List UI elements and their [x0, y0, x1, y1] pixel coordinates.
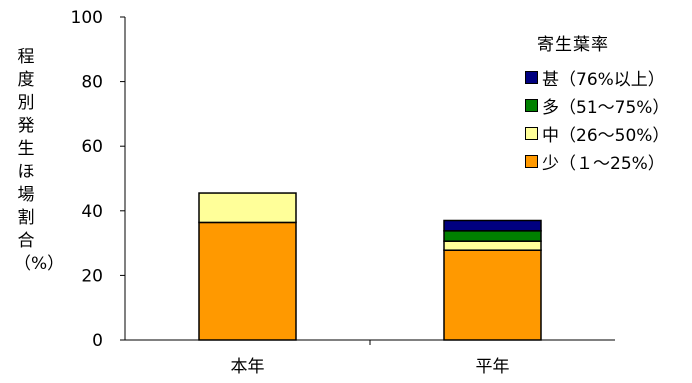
x-tick-label: 平年	[476, 357, 510, 377]
y-axis-label-char: ほ	[17, 162, 35, 182]
bar-segment	[443, 240, 542, 251]
legend-swatch	[525, 70, 538, 84]
legend-label: 少（１～25%）	[542, 153, 665, 174]
y-tick-label: 20	[81, 266, 103, 286]
legend-item: 中（26～50%）	[525, 119, 669, 147]
legend-label: 中（26～50%）	[542, 125, 670, 146]
y-tick-label: 0	[92, 331, 103, 351]
y-axis-label: 程度別発生ほ場割合 （%）	[14, 46, 65, 276]
y-axis-label-char: 程	[17, 47, 35, 67]
legend-items: 甚（76%以上） 多（51～75%） 中（26～50%） 少（１～25%）	[525, 63, 669, 175]
bar-segment	[198, 192, 297, 224]
x-labels: 本年 平年	[231, 357, 510, 377]
legend-swatch	[525, 98, 538, 112]
legend-label: 多（51～75%）	[542, 97, 670, 118]
y-tick-label: 60	[81, 137, 103, 157]
y-tick-label: 40	[81, 202, 103, 222]
legend-item: 甚（76%以上）	[525, 63, 669, 91]
y-axis-label-char: （%）	[14, 254, 65, 274]
x-tick-label: 本年	[231, 357, 265, 377]
legend-swatch	[525, 154, 538, 168]
y-axis-label-char: 別	[17, 93, 35, 113]
bar-segment	[443, 249, 542, 341]
legend-title: 寄生葉率	[537, 35, 609, 55]
y-axis-label-char: 生	[17, 139, 35, 159]
bar-segment	[198, 221, 297, 341]
bar-segment	[443, 230, 542, 242]
y-axis-label-char: 度	[17, 70, 35, 90]
bars	[198, 192, 542, 341]
y-axis-label-char: 合	[17, 231, 35, 251]
bar-segment	[443, 219, 542, 232]
y-axis-label-char: 発	[17, 116, 35, 136]
y-tick-label: 100	[71, 8, 103, 28]
legend-item: 多（51～75%）	[525, 91, 669, 119]
legend-label: 甚（76%以上）	[542, 69, 665, 90]
legend: 寄生葉率 甚（76%以上） 多（51～75%） 中（26～50%） 少（１～25%）	[525, 30, 669, 175]
legend-item: 少（１～25%）	[525, 147, 669, 175]
y-tick-label: 80	[81, 73, 103, 93]
y-ticks: 0 20 40 60 80 100	[71, 8, 125, 351]
legend-swatch	[525, 126, 538, 140]
y-axis-label-char: 場	[17, 185, 35, 205]
y-axis-label-char: 割	[17, 208, 35, 228]
